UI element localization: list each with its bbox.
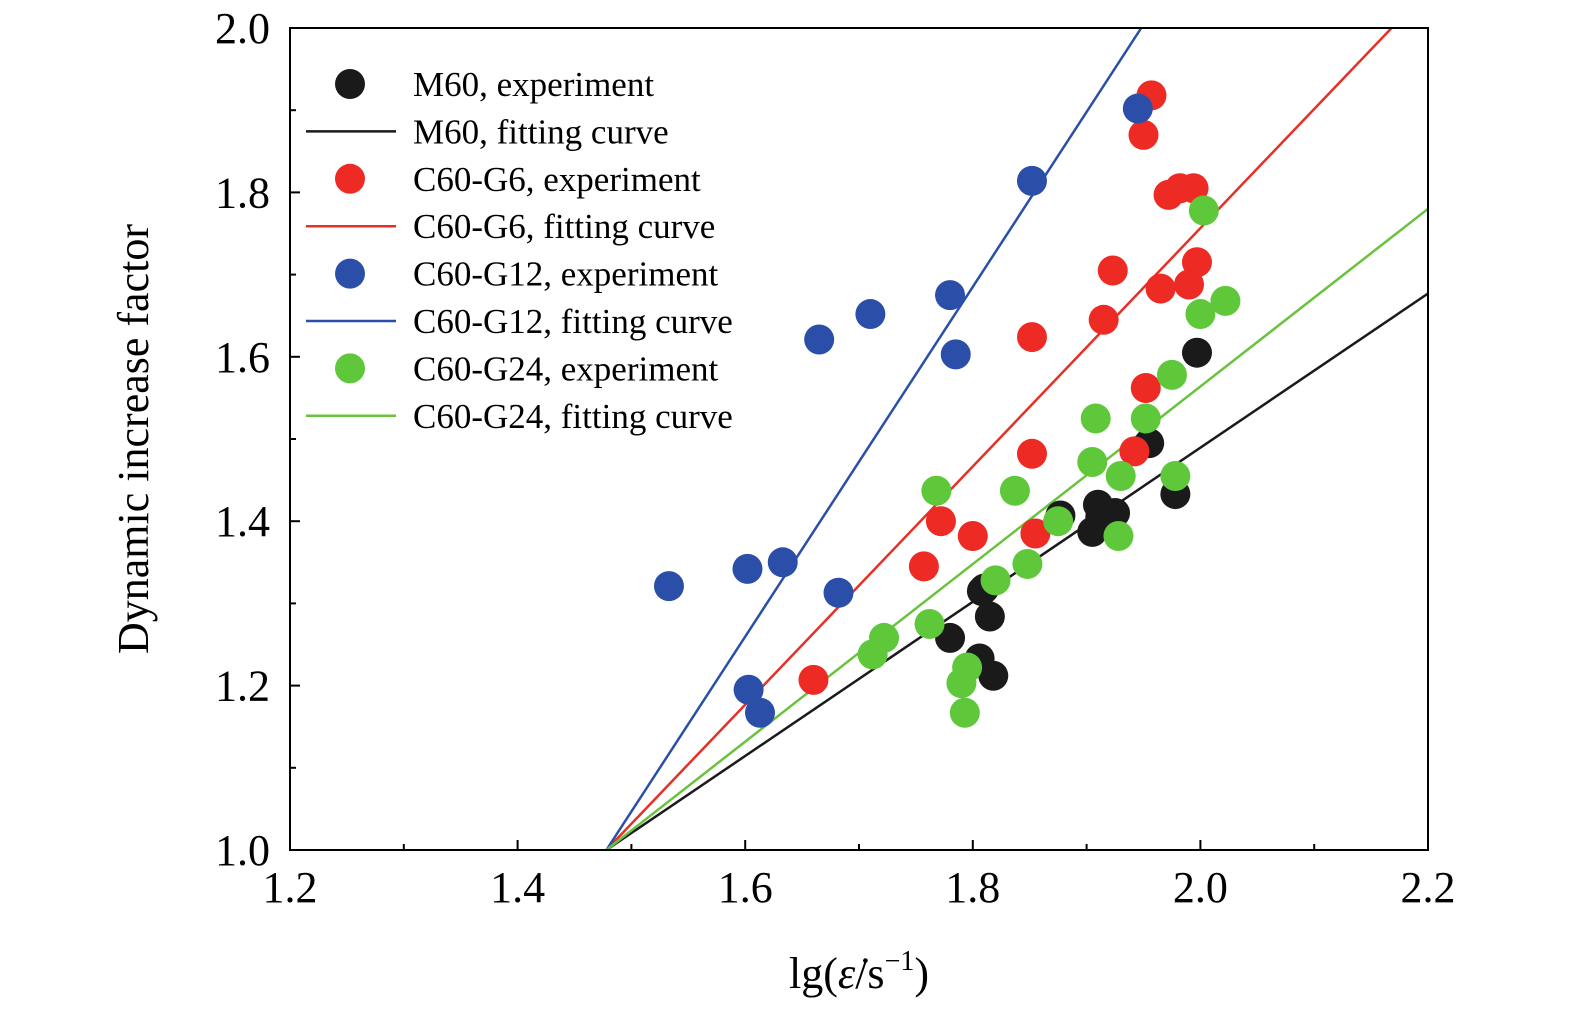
- x-tick-label: 2.0: [1173, 863, 1228, 912]
- x-tick-label: 1.4: [490, 863, 545, 912]
- data-point-c60-g12: [653, 571, 684, 602]
- legend-marker: [335, 258, 365, 289]
- y-tick-label: 1.0: [215, 826, 270, 875]
- y-axis-title: Dynamic increase factor: [109, 224, 158, 654]
- legend-label: C60-G6, experiment: [413, 160, 701, 199]
- y-tick-label: 2.0: [215, 4, 270, 53]
- data-point-c60-g24: [1130, 403, 1161, 434]
- data-points-layer: [653, 80, 1241, 728]
- data-point-c60-g6: [1128, 119, 1159, 150]
- data-point-c60-g24: [952, 652, 983, 683]
- x-axis-title-prefix: lg(: [789, 949, 838, 998]
- y-tick-label: 1.2: [215, 662, 270, 711]
- data-point-m60: [1100, 497, 1131, 528]
- data-point-m60: [974, 601, 1005, 632]
- data-point-c60-g6: [1097, 255, 1128, 286]
- x-axis-title-superscript: −1: [885, 946, 915, 977]
- fit-line-c60-g6: [605, 28, 1393, 850]
- data-point-c60-g24: [1210, 285, 1241, 316]
- legend-label: C60-G24, experiment: [413, 349, 718, 388]
- legend-label: C60-G24, fitting curve: [413, 397, 733, 436]
- data-point-c60-g24: [1077, 447, 1108, 478]
- data-point-c60-g24: [1188, 195, 1219, 226]
- data-point-c60-g6: [1181, 247, 1212, 278]
- fit-lines-layer: [605, 28, 1428, 850]
- x-tick-label: 1.6: [718, 863, 773, 912]
- x-axis-title: lg(ε̇/s−1): [789, 946, 929, 998]
- data-point-c60-g24: [949, 697, 980, 728]
- y-tick-label: 1.8: [215, 168, 270, 217]
- data-point-c60-g24: [914, 608, 945, 639]
- y-tick-label: 1.4: [215, 497, 270, 546]
- legend-label: M60, experiment: [413, 65, 654, 104]
- data-point-c60-g6: [1145, 273, 1176, 304]
- data-point-c60-g24: [1103, 520, 1134, 551]
- fit-line-c60-g24: [605, 207, 1428, 850]
- legend-marker: [335, 163, 365, 194]
- data-point-c60-g12: [804, 324, 835, 355]
- legend-label: M60, fitting curve: [413, 112, 669, 151]
- data-point-m60: [1181, 337, 1212, 368]
- axis-ticks-layer: 1.2 1.4 1.6 1.8 2.0 2.21.01.21.41.61.82.0: [215, 4, 1456, 912]
- fit-line-c60-g12: [605, 28, 1143, 850]
- data-point-c60-g24: [921, 475, 952, 506]
- legend-label: C60-G12, fitting curve: [413, 302, 733, 341]
- data-point-c60-g6: [1020, 518, 1051, 549]
- data-point-c60-g12: [767, 547, 798, 578]
- data-point-c60-g24: [1080, 403, 1111, 434]
- data-point-c60-g12: [1016, 165, 1047, 196]
- data-point-m60: [978, 660, 1009, 691]
- data-point-c60-g12: [744, 697, 775, 728]
- data-point-c60-g6: [908, 551, 939, 582]
- data-point-c60-g12: [823, 577, 854, 608]
- data-point-c60-g24: [1156, 359, 1187, 390]
- x-axis-title-unit: /s: [855, 949, 884, 998]
- legend-marker: [335, 353, 365, 384]
- x-tick-label: 1.8: [945, 863, 1000, 912]
- data-point-c60-g24: [869, 622, 900, 653]
- x-tick-label: 2.2: [1401, 863, 1456, 912]
- data-point-c60-g12: [940, 339, 971, 370]
- x-axis-title-suffix: ): [914, 949, 929, 998]
- data-point-c60-g6: [1088, 304, 1119, 335]
- data-point-c60-g6: [1016, 438, 1047, 469]
- data-point-c60-g24: [980, 565, 1011, 596]
- legend-label: C60-G12, experiment: [413, 255, 718, 294]
- data-point-c60-g24: [1012, 548, 1043, 579]
- data-point-c60-g6: [957, 520, 988, 551]
- x-tick-label: 1.2: [263, 863, 318, 912]
- legend: M60, experiment M60, fitting curve C60-G6,…: [306, 65, 733, 436]
- data-point-c60-g24: [1105, 460, 1136, 491]
- data-point-c60-g6: [798, 664, 829, 695]
- data-point-c60-g6: [1119, 436, 1150, 467]
- data-point-c60-g12: [1122, 93, 1153, 124]
- data-point-c60-g6: [1130, 373, 1161, 404]
- data-point-c60-g12: [855, 299, 886, 330]
- y-tick-label: 1.6: [215, 333, 270, 382]
- data-point-c60-g24: [1043, 506, 1074, 537]
- data-point-c60-g12: [733, 674, 764, 705]
- data-point-c60-g24: [1160, 460, 1191, 491]
- legend-marker: [335, 69, 365, 99]
- data-point-c60-g6: [925, 506, 956, 537]
- data-point-c60-g24: [999, 475, 1030, 506]
- data-point-c60-g12: [732, 553, 763, 584]
- data-point-c60-g6: [1016, 322, 1047, 353]
- legend-label: C60-G6, fitting curve: [413, 207, 715, 246]
- data-point-c60-g12: [935, 280, 966, 311]
- data-point-c60-g24: [1185, 299, 1216, 330]
